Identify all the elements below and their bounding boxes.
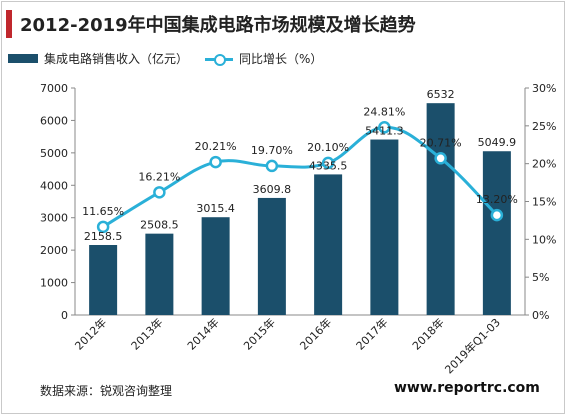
- y-right-tick-label: 10%: [532, 233, 556, 246]
- bar: [201, 217, 230, 315]
- y-right-tick-label: 15%: [532, 196, 556, 209]
- growth-point: [434, 152, 447, 165]
- y-right-tick-label: 25%: [532, 120, 556, 133]
- y-left-tick-label: 6000: [40, 114, 68, 127]
- growth-value-label: 20.10%: [307, 141, 349, 154]
- y-left-tick-label: 1000: [40, 277, 68, 290]
- growth-value-label: 20.21%: [195, 140, 237, 153]
- bar: [482, 151, 511, 315]
- bar-value-label: 3015.4: [196, 202, 235, 215]
- legend-bar-swatch: [8, 54, 38, 63]
- source-note: 数据来源：锐观咨询整理: [40, 384, 173, 398]
- growth-point: [153, 186, 166, 199]
- growth-value-label: 19.70%: [251, 144, 293, 157]
- growth-value-label: 20.71%: [420, 136, 462, 149]
- bar-value-label: 4335.5: [309, 159, 348, 172]
- growth-value-label: 13.20%: [476, 193, 518, 206]
- bar: [426, 103, 455, 315]
- x-tick-label: 2014年: [184, 315, 221, 352]
- bar-value-label: 3609.8: [253, 183, 292, 196]
- y-left-tick-label: 0: [61, 309, 68, 322]
- bar-value-label: 5411.3: [365, 125, 404, 138]
- x-tick-label: 2015年: [241, 315, 278, 352]
- y-right-tick-label: 5%: [532, 271, 549, 284]
- legend-line-swatch: [205, 53, 233, 66]
- x-tick-label: 2013年: [128, 315, 165, 352]
- x-tick-label: 2018年: [409, 315, 446, 352]
- bar: [370, 139, 399, 315]
- growth-value-label: 24.81%: [363, 105, 405, 118]
- site-watermark: www.reportrc.com: [394, 380, 540, 396]
- x-tick-label: 2019年Q1-03: [442, 315, 503, 376]
- bar: [89, 245, 118, 315]
- bar-value-label: 5049.9: [478, 136, 517, 149]
- growth-point: [209, 155, 222, 169]
- legend-item-growth: 同比增长（%）: [205, 50, 322, 67]
- growth-point: [321, 156, 335, 170]
- bar: [145, 233, 174, 315]
- growth-point: [265, 159, 279, 173]
- x-tick-label: 2017年: [353, 315, 390, 352]
- y-right-tick-label: 0%: [532, 309, 549, 322]
- y-left-tick-label: 5000: [40, 147, 68, 160]
- growth-point: [490, 208, 504, 222]
- y-right-tick-label: 20%: [532, 158, 556, 171]
- growth-value-label: 11.65%: [82, 205, 124, 218]
- bar-value-label: 6532: [427, 88, 455, 101]
- y-right-tick-label: 30%: [532, 82, 556, 95]
- x-tick-label: 2016年: [297, 315, 334, 352]
- growth-point: [96, 220, 110, 234]
- chart-title: 2012-2019年中国集成电路市场规模及增长趋势: [20, 15, 416, 36]
- y-left-tick-label: 4000: [40, 179, 68, 192]
- bar-value-label: 2508.5: [140, 219, 179, 232]
- bar: [314, 174, 343, 315]
- y-left-tick-label: 2000: [40, 244, 68, 257]
- legend-item-revenue: 集成电路销售收入（亿元）: [8, 50, 188, 67]
- y-left-tick-label: 7000: [40, 82, 68, 95]
- growth-value-label: 16.21%: [138, 170, 180, 183]
- title-accent-bar: [6, 10, 12, 38]
- bar: [257, 197, 286, 315]
- legend-label-growth: 同比增长（%）: [239, 52, 323, 66]
- y-left-tick-label: 3000: [40, 212, 68, 225]
- growth-point: [378, 121, 391, 134]
- x-tick-label: 2012年: [72, 315, 109, 352]
- legend-label-revenue: 集成电路销售收入（亿元）: [44, 52, 189, 66]
- bar-value-label: 2158.5: [84, 230, 123, 243]
